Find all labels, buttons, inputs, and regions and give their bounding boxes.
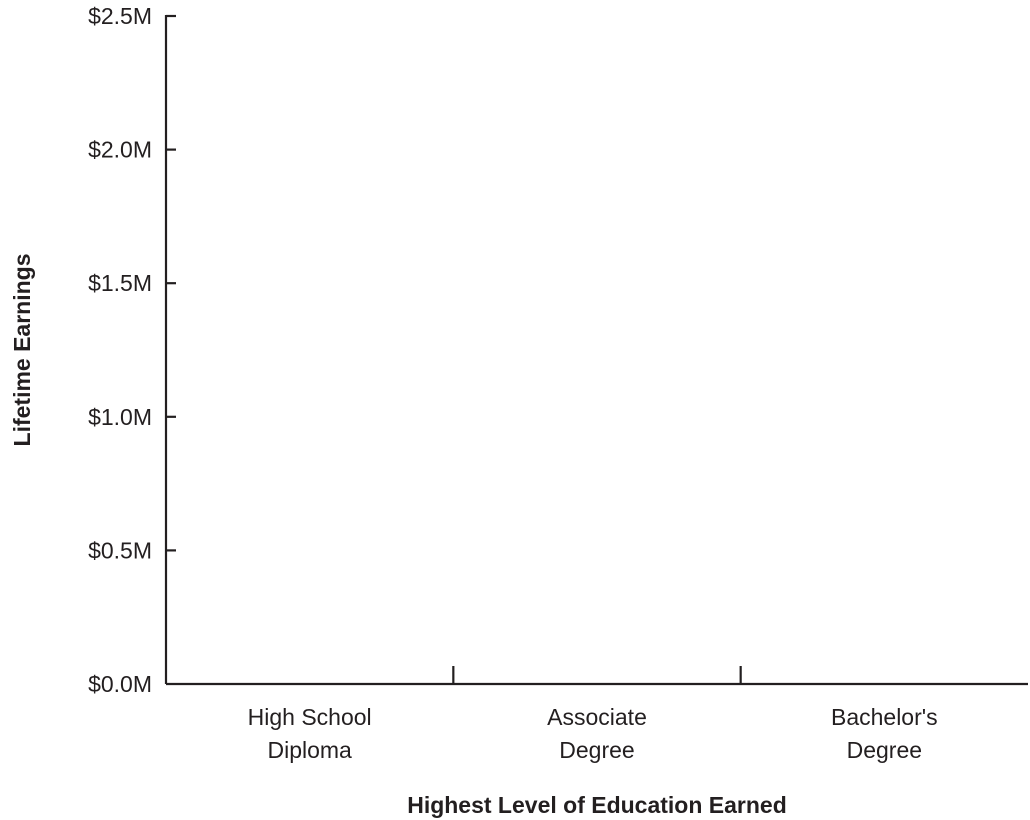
y-axis: $0.0M $0.5M $1.0M $1.5M $2.0M $2.5M <box>88 3 176 697</box>
y-tick-label: $2.5M <box>88 3 152 29</box>
y-axis-title: Lifetime Earnings <box>9 254 35 447</box>
x-category-label: Bachelor's Degree <box>831 704 938 763</box>
x-axis-title: Highest Level of Education Earned <box>407 792 787 818</box>
x-category-label: Associate Degree <box>547 704 647 763</box>
x-category-label: High School Diploma <box>248 704 372 763</box>
y-tick-label: $1.0M <box>88 404 152 430</box>
x-axis: High School Diploma Associate Degree Bachelo… <box>166 666 1028 763</box>
y-tick-label: $2.0M <box>88 137 152 163</box>
y-tick-label: $1.5M <box>88 270 152 296</box>
y-tick-label: $0.5M <box>88 537 152 563</box>
y-tick-label: $0.0M <box>88 671 152 697</box>
